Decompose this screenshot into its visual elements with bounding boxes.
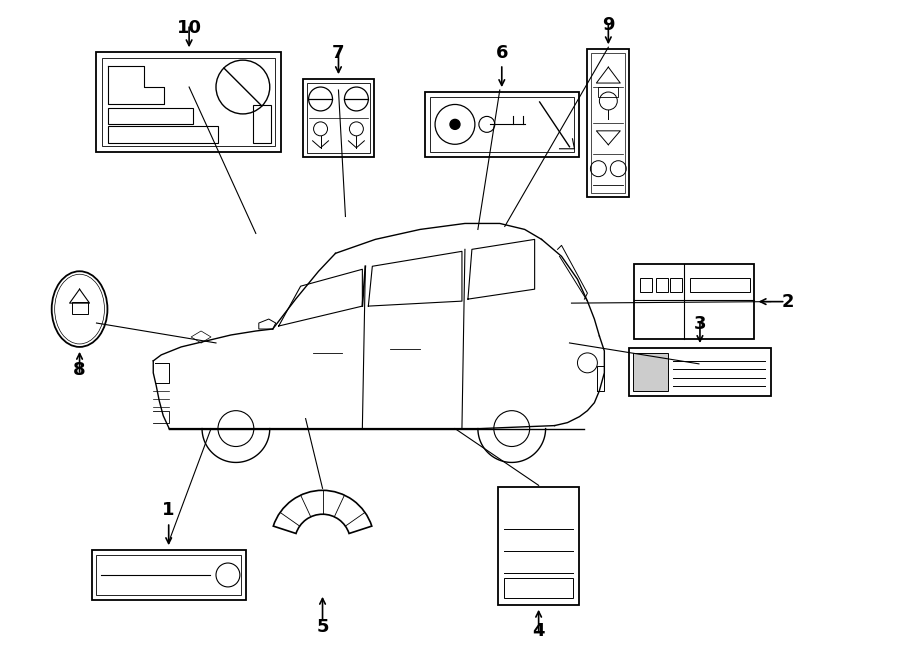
Bar [307, 83, 370, 153]
Bar [103, 58, 274, 146]
Text: 7: 7 [332, 44, 345, 62]
Bar [96, 52, 281, 152]
Bar [656, 278, 668, 292]
Bar [253, 105, 271, 143]
Bar [629, 348, 770, 396]
Bar [92, 550, 246, 600]
Bar [302, 79, 374, 157]
Bar [634, 264, 753, 339]
Text: 3: 3 [694, 315, 706, 333]
Circle shape [450, 120, 460, 130]
Bar [591, 53, 626, 192]
Bar [108, 126, 218, 143]
Text: 9: 9 [602, 17, 615, 34]
Bar [96, 555, 241, 595]
Text: 4: 4 [533, 622, 544, 640]
Text: 1: 1 [162, 501, 175, 519]
Bar [504, 578, 573, 598]
Text: 6: 6 [496, 44, 508, 62]
Text: 2: 2 [781, 293, 794, 311]
Bar [634, 353, 668, 391]
Bar [108, 108, 194, 124]
Bar [640, 278, 652, 292]
Bar [598, 87, 618, 97]
Bar [690, 278, 750, 292]
Bar [498, 487, 580, 605]
Text: 5: 5 [316, 618, 328, 636]
Bar [430, 97, 574, 152]
Bar [425, 92, 580, 157]
Bar [588, 49, 629, 196]
Text: 8: 8 [73, 361, 86, 379]
Text: 10: 10 [176, 19, 202, 37]
Bar [72, 302, 87, 314]
Bar [670, 278, 682, 292]
